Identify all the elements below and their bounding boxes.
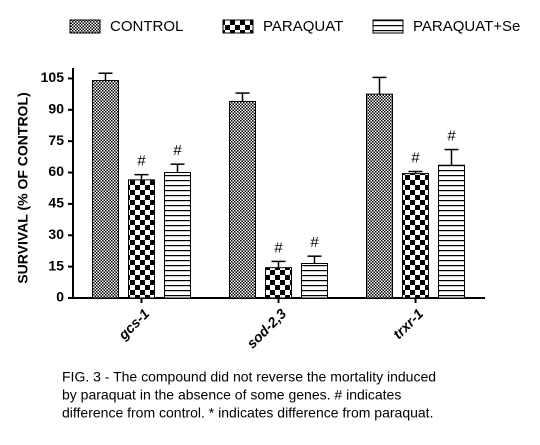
bar bbox=[92, 80, 119, 299]
legend-label: CONTROL bbox=[110, 18, 183, 35]
y-tick-label: 15 bbox=[48, 257, 64, 273]
x-tick-label: sod-2,3 bbox=[243, 305, 289, 351]
y-axis-label: SURVIVAL (% OF CONTROL) bbox=[15, 92, 31, 283]
bar bbox=[301, 263, 328, 299]
bar bbox=[265, 267, 292, 299]
error-bar bbox=[235, 92, 250, 102]
bar bbox=[402, 173, 429, 299]
y-tick-label: 45 bbox=[48, 195, 64, 211]
x-tick-label: gcs-1 bbox=[114, 305, 152, 343]
y-tick-label: 0 bbox=[56, 289, 64, 305]
legend-swatch bbox=[69, 19, 101, 34]
annotation: # bbox=[447, 128, 456, 145]
caption-line: difference from control. * indicates dif… bbox=[62, 405, 433, 421]
y-tick-label: 60 bbox=[48, 163, 64, 179]
error-bar bbox=[98, 72, 113, 81]
legend-label: PARAQUAT bbox=[263, 18, 343, 35]
y-tick-label: 30 bbox=[48, 226, 64, 242]
error-bar bbox=[271, 260, 286, 268]
annotation: # bbox=[274, 239, 283, 256]
caption-line: FIG. 3 - The compound did not reverse th… bbox=[62, 369, 436, 385]
error-bar bbox=[170, 163, 185, 173]
annotation: # bbox=[310, 234, 319, 251]
x-tick-label: trxr-1 bbox=[390, 305, 427, 342]
error-bar bbox=[408, 170, 423, 174]
error-bar bbox=[134, 173, 149, 180]
annotation: # bbox=[411, 149, 420, 166]
legend-label: PARAQUAT+Se bbox=[413, 18, 520, 35]
bar bbox=[229, 100, 256, 299]
bar bbox=[128, 179, 155, 299]
y-tick-label: 90 bbox=[48, 101, 64, 117]
legend-swatch bbox=[222, 19, 254, 34]
y-tick-label: 75 bbox=[48, 132, 64, 148]
caption-line: by paraquat in the absence of some genes… bbox=[62, 387, 401, 403]
bar bbox=[438, 164, 465, 299]
bar bbox=[366, 93, 393, 299]
error-bar bbox=[307, 255, 322, 264]
annotation: # bbox=[173, 142, 182, 159]
error-bar bbox=[444, 148, 459, 166]
annotation: # bbox=[137, 153, 146, 170]
error-bar bbox=[372, 76, 387, 95]
legend-swatch bbox=[372, 19, 404, 34]
bar bbox=[164, 172, 191, 299]
y-tick-label: 105 bbox=[41, 69, 65, 85]
